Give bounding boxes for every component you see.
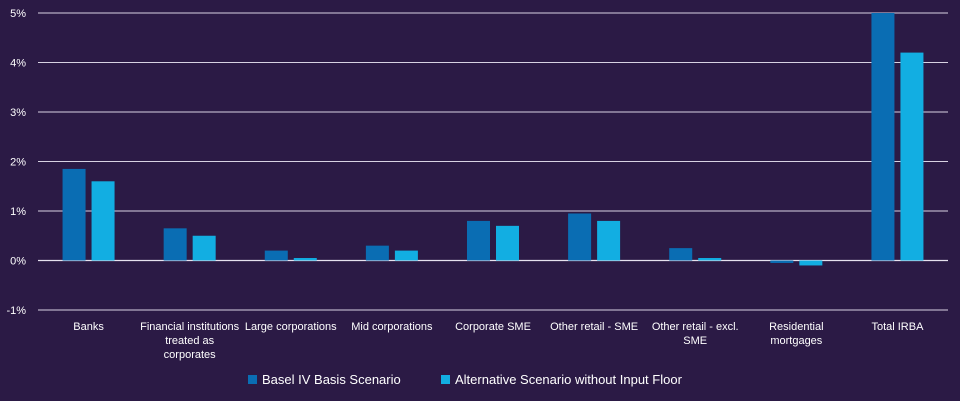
- y-tick-label: 2%: [10, 157, 26, 169]
- category-label: Banks: [73, 321, 104, 333]
- category-label-line: corporates: [164, 349, 216, 361]
- bar-basel-iv-basis: [365, 245, 389, 261]
- legend-label: Alternative Scenario without Input Floor: [455, 372, 683, 387]
- y-tick-label: 3%: [10, 107, 26, 119]
- category-label: Total IRBA: [871, 321, 924, 333]
- legend: Basel IV Basis Scenario Alternative Scena…: [248, 372, 683, 387]
- category-label-line: Residential: [769, 321, 823, 333]
- category-label-line: Financial institutions: [140, 321, 240, 333]
- bar-alternative-no-input-floor: [394, 250, 418, 261]
- category-label-line: Other retail - excl.: [652, 321, 739, 333]
- bar-alternative-no-input-floor: [293, 258, 317, 261]
- bar-basel-iv-basis: [568, 213, 592, 261]
- bar-basel-iv-basis: [871, 13, 895, 261]
- x-axis-category-labels: Banks Financial institutions treated as cor…: [73, 321, 924, 361]
- category-label-line: Mid corporations: [351, 321, 433, 333]
- y-tick-label: 0%: [10, 256, 26, 268]
- bar-alternative-no-input-floor: [597, 220, 621, 261]
- y-tick-label: 5%: [10, 8, 26, 20]
- category-label: Mid corporations: [351, 321, 433, 333]
- category-label: Other retail - excl. SME: [652, 321, 739, 347]
- bar-alternative-no-input-floor: [799, 260, 823, 266]
- category-label-line: mortgages: [770, 335, 822, 347]
- category-label: Large corporations: [245, 321, 337, 333]
- bar-basel-iv-basis: [264, 250, 288, 261]
- category-label: Residential mortgages: [769, 321, 823, 347]
- bar-basel-iv-basis: [669, 248, 693, 261]
- bar-alternative-no-input-floor: [91, 181, 115, 261]
- legend-swatch: [248, 375, 257, 384]
- category-label-line: SME: [683, 335, 707, 347]
- bar-alternative-no-input-floor: [192, 235, 216, 261]
- y-axis-tick-labels: -1% 0% 1% 2% 3% 4% 5%: [6, 8, 26, 317]
- category-label-line: Corporate SME: [455, 321, 531, 333]
- category-label: Corporate SME: [455, 321, 531, 333]
- y-tick-label: 4%: [10, 58, 26, 70]
- legend-label: Basel IV Basis Scenario: [262, 372, 401, 387]
- bar-alternative-no-input-floor: [496, 225, 519, 261]
- category-label-line: Banks: [73, 321, 104, 333]
- category-label-line: Large corporations: [245, 321, 337, 333]
- category-label-line: Total IRBA: [871, 321, 924, 333]
- bars: [62, 13, 924, 266]
- legend-swatch: [441, 375, 450, 384]
- category-label: Financial institutions treated as corporat…: [140, 321, 240, 361]
- y-tick-label: 1%: [10, 206, 26, 218]
- bar-alternative-no-input-floor: [698, 258, 722, 261]
- category-label-line: Other retail - SME: [550, 321, 638, 333]
- gridlines: [38, 12, 948, 311]
- bar-alternative-no-input-floor: [900, 52, 924, 261]
- bar-basel-iv-basis: [770, 260, 794, 263]
- y-tick-label: -1%: [6, 305, 26, 317]
- bar-basel-iv-basis: [62, 168, 86, 261]
- category-label-line: treated as: [165, 335, 214, 347]
- category-label: Other retail - SME: [550, 321, 638, 333]
- bar-basel-iv-basis: [467, 220, 490, 261]
- bar-basel-iv-basis: [163, 228, 187, 261]
